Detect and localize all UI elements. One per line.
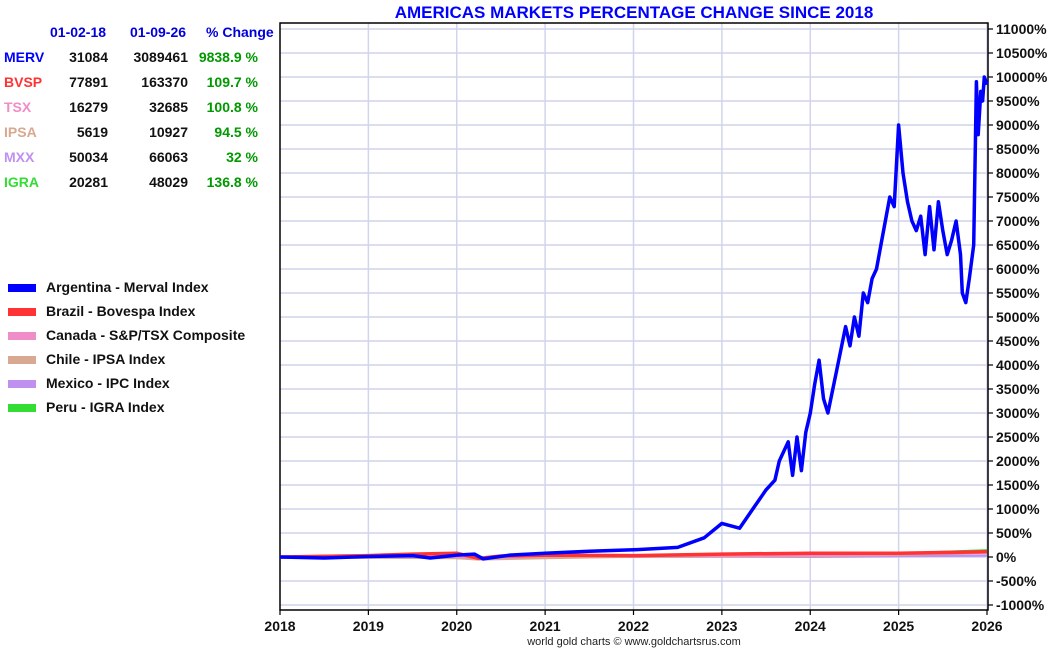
y-tick-label: 2500% [996,429,1040,445]
legend-label: Mexico - IPC Index [46,375,170,391]
x-tick-label: 2020 [441,618,472,634]
table-change-value: 109.7 % [206,74,258,90]
y-tick-label: 1500% [996,477,1040,493]
y-tick-label: 6500% [996,237,1040,253]
table-start-value: 50034 [69,149,108,165]
table-ticker: MERV [4,49,45,65]
legend-swatch [8,308,36,316]
legend-label: Canada - S&P/TSX Composite [46,327,246,343]
series-line-argentina [279,75,989,561]
table-ticker: IGRA [4,174,39,190]
header-end-date: 01-09-26 [130,24,187,40]
table-end-value: 48029 [149,174,188,190]
table-start-value: 77891 [69,74,108,90]
y-tick-label: 3500% [996,381,1040,397]
y-tick-label: 9000% [996,117,1040,133]
legend-swatch [8,380,36,388]
legend-swatch [8,284,36,292]
legend-swatch [8,404,36,412]
table-ticker: MXX [4,149,35,165]
table-end-value: 32685 [149,99,188,115]
table-change-value: 9838.9 % [198,49,258,65]
x-tick-label: 2023 [706,618,737,634]
y-tick-label: 0% [996,549,1017,565]
y-tick-label: 5500% [996,285,1040,301]
y-tick-label: 7000% [996,213,1040,229]
table-change-value: 32 % [226,149,258,165]
table-start-value: 31084 [69,49,108,65]
x-tick-label: 2019 [353,618,384,634]
y-tick-label: 3000% [996,405,1040,421]
header-start-date: 01-02-18 [50,24,107,40]
footer-credit: world gold charts © www.goldchartsrus.co… [527,636,741,648]
y-tick-label: 5000% [996,309,1040,325]
table-start-value: 20281 [69,174,108,190]
legend-label: Peru - IGRA Index [46,399,165,415]
x-tick-label: 2021 [530,618,561,634]
y-tick-label: 4000% [996,357,1040,373]
legend-label: Brazil - Bovespa Index [46,303,196,319]
table-end-value: 10927 [149,124,188,140]
legend-swatch [8,356,36,364]
table-ticker: TSX [4,99,32,115]
y-tick-label: -500% [996,573,1037,589]
x-tick-label: 2025 [883,618,914,634]
legend-label: Chile - IPSA Index [46,351,166,367]
y-tick-label: 10500% [996,45,1048,61]
table-end-value: 66063 [149,149,188,165]
legend-label: Argentina - Merval Index [46,279,209,295]
y-tick-label: 1000% [996,501,1040,517]
table-start-value: 16279 [69,99,108,115]
table-start-value: 5619 [76,124,108,140]
table-ticker: IPSA [4,124,37,140]
table-end-value: 163370 [141,74,188,90]
y-tick-label: 10000% [996,69,1048,85]
y-tick-label: 6000% [996,261,1040,277]
table-end-value: 3089461 [133,49,188,65]
x-tick-label: 2018 [264,618,295,634]
x-tick-label: 2026 [971,618,1002,634]
x-tick-label: 2024 [795,618,826,634]
legend-swatch [8,332,36,340]
y-tick-label: 8000% [996,165,1040,181]
y-tick-label: 8500% [996,141,1040,157]
table-ticker: BVSP [4,74,43,90]
y-tick-label: 9500% [996,93,1040,109]
y-tick-label: 11000% [996,21,1047,37]
table-change-value: 136.8 % [206,174,258,190]
header-change: % Change [206,24,274,40]
y-tick-label: -1000% [996,597,1045,613]
y-tick-label: 500% [996,525,1032,541]
table-change-value: 94.5 % [214,124,258,140]
y-tick-label: 2000% [996,453,1040,469]
table-change-value: 100.8 % [206,99,258,115]
chart-title: AMERICAS MARKETS PERCENTAGE CHANGE SINCE… [394,3,874,22]
y-tick-label: 4500% [996,333,1040,349]
y-tick-label: 7500% [996,189,1040,205]
x-tick-label: 2022 [618,618,649,634]
